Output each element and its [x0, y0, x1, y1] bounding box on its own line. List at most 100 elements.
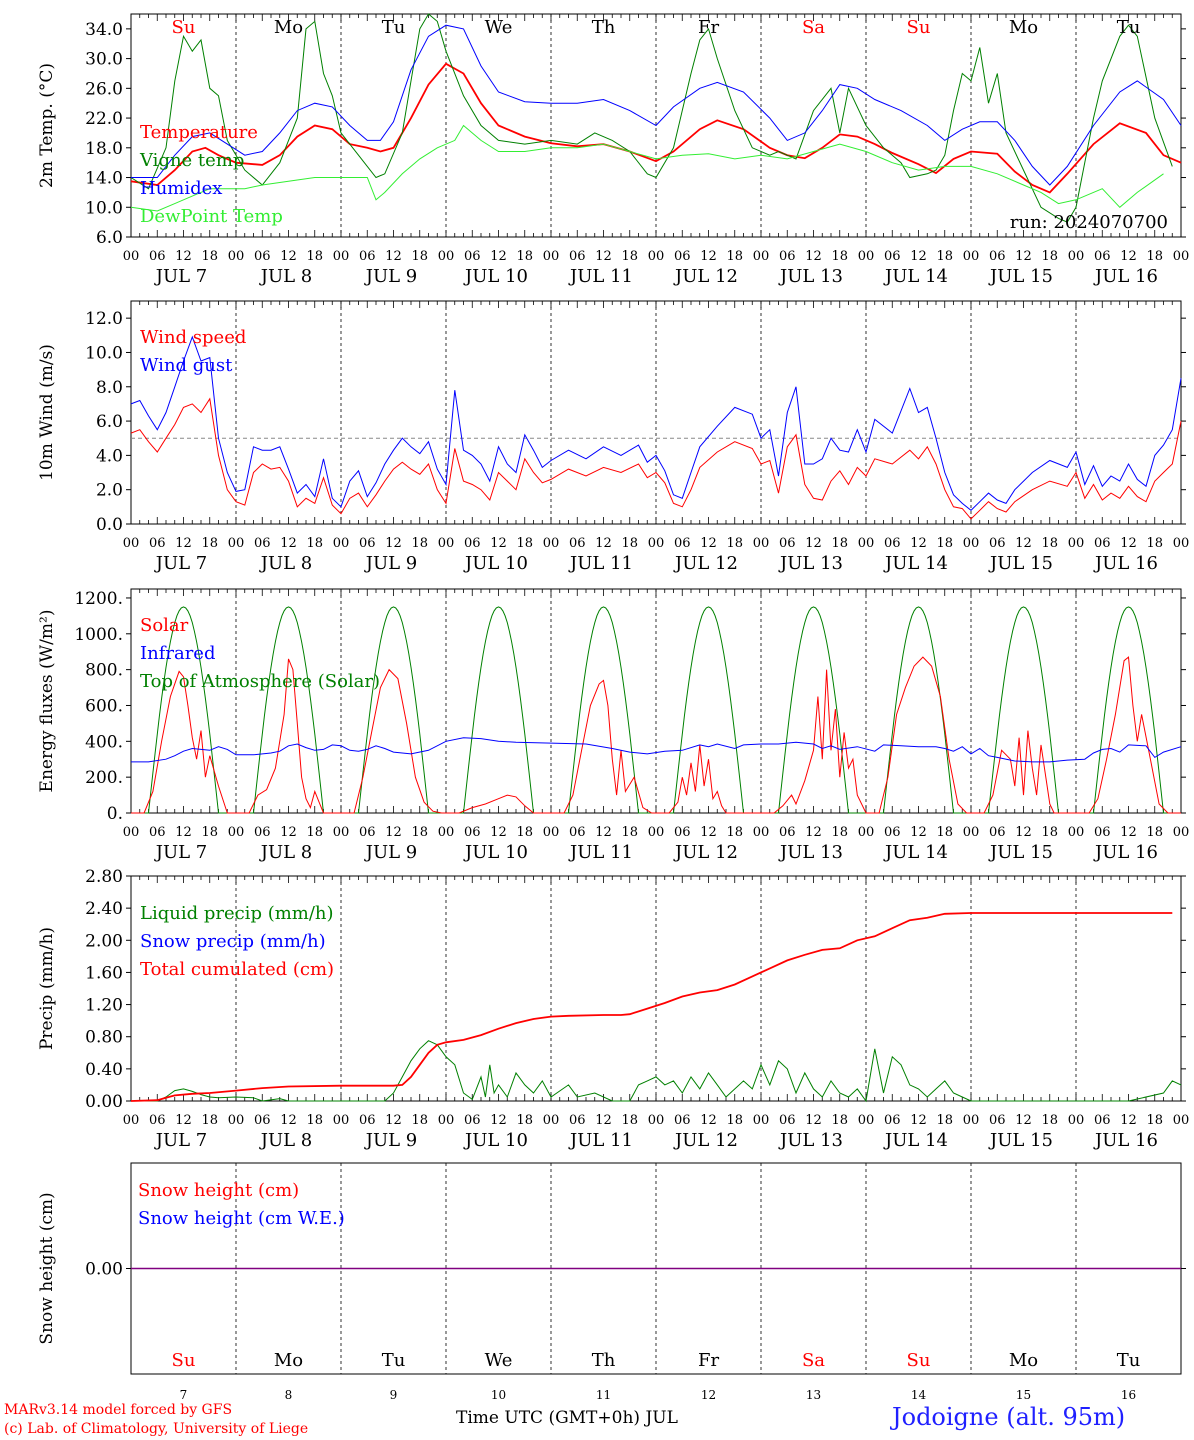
- date-label: JUL 14: [883, 1130, 948, 1151]
- date-label: JUL 15: [988, 266, 1053, 287]
- legend-entry: Wind speed: [140, 327, 246, 348]
- station-name: Jodoigne (alt. 95m): [892, 1403, 1126, 1431]
- series-liquid-precip-mm-h-: [131, 1040, 1182, 1103]
- hour-label: 06: [569, 1113, 586, 1128]
- weekday-label: Mo: [274, 1350, 303, 1371]
- hour-label: 00: [438, 825, 455, 840]
- hour-label: 00: [753, 536, 770, 551]
- hour-label: 12: [1120, 1113, 1137, 1128]
- hour-label: 06: [149, 536, 166, 551]
- hour-label: 18: [516, 1113, 533, 1128]
- series-total-cumulated-cm-: [130, 912, 1173, 1102]
- hour-label: 00: [123, 249, 140, 264]
- date-label: JUL 9: [364, 266, 418, 287]
- hour-label: 18: [726, 249, 743, 264]
- panel-frame: [130, 300, 1182, 525]
- hour-label: 00: [1173, 536, 1190, 551]
- hour-label: 12: [805, 249, 822, 264]
- hour-label: 06: [779, 536, 796, 551]
- hour-label: 00: [1068, 1113, 1085, 1128]
- hour-label: 06: [464, 825, 481, 840]
- hour-label: 06: [254, 1113, 271, 1128]
- hour-label: 00: [753, 1113, 770, 1128]
- bottom-date-label: 11: [596, 1388, 611, 1400]
- hour-label: 18: [726, 536, 743, 551]
- hour-label: 06: [674, 536, 691, 551]
- date-label: JUL 10: [463, 1130, 528, 1151]
- date-label: JUL 7: [154, 842, 208, 863]
- hour-label: 18: [306, 1113, 323, 1128]
- date-label: JUL 15: [988, 553, 1053, 574]
- hour-label: 12: [1015, 1113, 1032, 1128]
- hour-label: 12: [700, 536, 717, 551]
- date-label: JUL 11: [568, 553, 633, 574]
- y-tick-label: 0.00: [85, 1092, 123, 1112]
- hour-label: 18: [936, 1113, 953, 1128]
- hour-label: 18: [726, 1113, 743, 1128]
- hour-label: 00: [1068, 249, 1085, 264]
- hour-label: 12: [1120, 249, 1137, 264]
- hour-label: 18: [516, 249, 533, 264]
- legend-entry: Humidex: [140, 178, 222, 199]
- hour-label: 18: [1041, 825, 1058, 840]
- hour-label: 00: [753, 249, 770, 264]
- hour-label: 12: [1015, 536, 1032, 551]
- hour-label: 06: [779, 1113, 796, 1128]
- hour-label: 06: [254, 536, 271, 551]
- weekday-label: Tu: [1117, 17, 1141, 38]
- y-tick-label: 34.0: [85, 20, 123, 40]
- y-tick-label: 400.: [85, 732, 123, 752]
- hour-label: 12: [910, 825, 927, 840]
- legend-entry: Total cumulated (cm): [140, 959, 334, 980]
- hour-label: 18: [726, 825, 743, 840]
- bottom-date-label: 12: [701, 1388, 716, 1400]
- hour-label: 12: [700, 825, 717, 840]
- series-dewpoint-temp: [130, 124, 1164, 212]
- y-tick-label: 1000.: [74, 625, 123, 645]
- hour-label: 18: [516, 536, 533, 551]
- weekday-label: Sa: [802, 1350, 825, 1371]
- credit-line-lab: (c) Lab. of Climatology, University of L…: [4, 1421, 309, 1437]
- date-label: JUL 11: [568, 1130, 633, 1151]
- hour-label: 18: [831, 825, 848, 840]
- weekday-label: We: [485, 1350, 513, 1371]
- date-label: JUL 15: [988, 842, 1053, 863]
- hour-label: 18: [306, 249, 323, 264]
- hour-label: 18: [1146, 1113, 1163, 1128]
- date-label: JUL 14: [883, 842, 948, 863]
- y-tick-label: 0.80: [85, 1028, 123, 1048]
- hour-label: 00: [438, 1113, 455, 1128]
- y-tick-label: 12.0: [85, 309, 123, 329]
- hour-label: 12: [385, 536, 402, 551]
- hour-label: 00: [228, 536, 245, 551]
- hour-label: 12: [280, 536, 297, 551]
- hour-label: 00: [1173, 249, 1190, 264]
- hour-label: 18: [411, 825, 428, 840]
- weekday-label: Tu: [382, 1350, 406, 1371]
- date-label: JUL 8: [259, 266, 313, 287]
- panel-snow: 0.00 Snow height (cm) Snow height (cm) Snow…: [37, 1162, 1186, 1375]
- meteogram: 6.0 10.0 14.0 18.0 22.0 26.0 30.0 34.0 2m Temp. …: [37, 13, 1190, 1400]
- hour-label: 06: [254, 825, 271, 840]
- hour-label: 00: [543, 536, 560, 551]
- hour-label: 06: [464, 1113, 481, 1128]
- bottom-date-label: 7: [180, 1388, 188, 1400]
- panel-wind: 0.0 2.0 4.0 6.0 8.0 10.0 12.0 10m Wind (m/s) Win…: [37, 300, 1190, 574]
- hour-label: 00: [753, 825, 770, 840]
- y-tick-label: 18.0: [85, 139, 123, 159]
- weekday-label: Fr: [698, 1350, 719, 1371]
- date-label: JUL 13: [778, 553, 843, 574]
- hour-label: 12: [910, 536, 927, 551]
- hour-label: 00: [123, 1113, 140, 1128]
- date-label: JUL 16: [1093, 842, 1158, 863]
- hour-label: 06: [989, 249, 1006, 264]
- hour-label: 06: [674, 249, 691, 264]
- bottom-dates: 7 8 9 10 11 12 13 14 15 16: [180, 1388, 1136, 1400]
- hour-label: 12: [385, 249, 402, 264]
- hour-label: 12: [700, 249, 717, 264]
- bottom-date-label: 8: [285, 1388, 293, 1400]
- hour-label: 18: [1146, 536, 1163, 551]
- date-label: JUL 7: [154, 1130, 208, 1151]
- bottom-date-label: 15: [1016, 1388, 1031, 1400]
- hour-label: 18: [306, 536, 323, 551]
